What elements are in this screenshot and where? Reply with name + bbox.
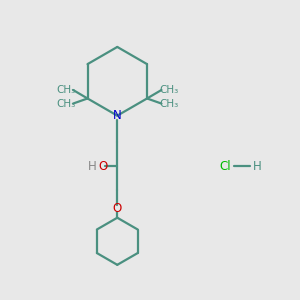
Text: N: N [113,109,122,122]
Text: H: H [88,160,97,172]
Text: O: O [98,160,107,172]
Text: O: O [113,202,122,215]
Text: CH₃: CH₃ [159,85,178,95]
Text: Cl: Cl [219,160,231,173]
Text: H: H [253,160,261,173]
Text: CH₃: CH₃ [159,99,178,109]
Text: CH₃: CH₃ [56,85,76,95]
Text: CH₃: CH₃ [56,99,76,109]
